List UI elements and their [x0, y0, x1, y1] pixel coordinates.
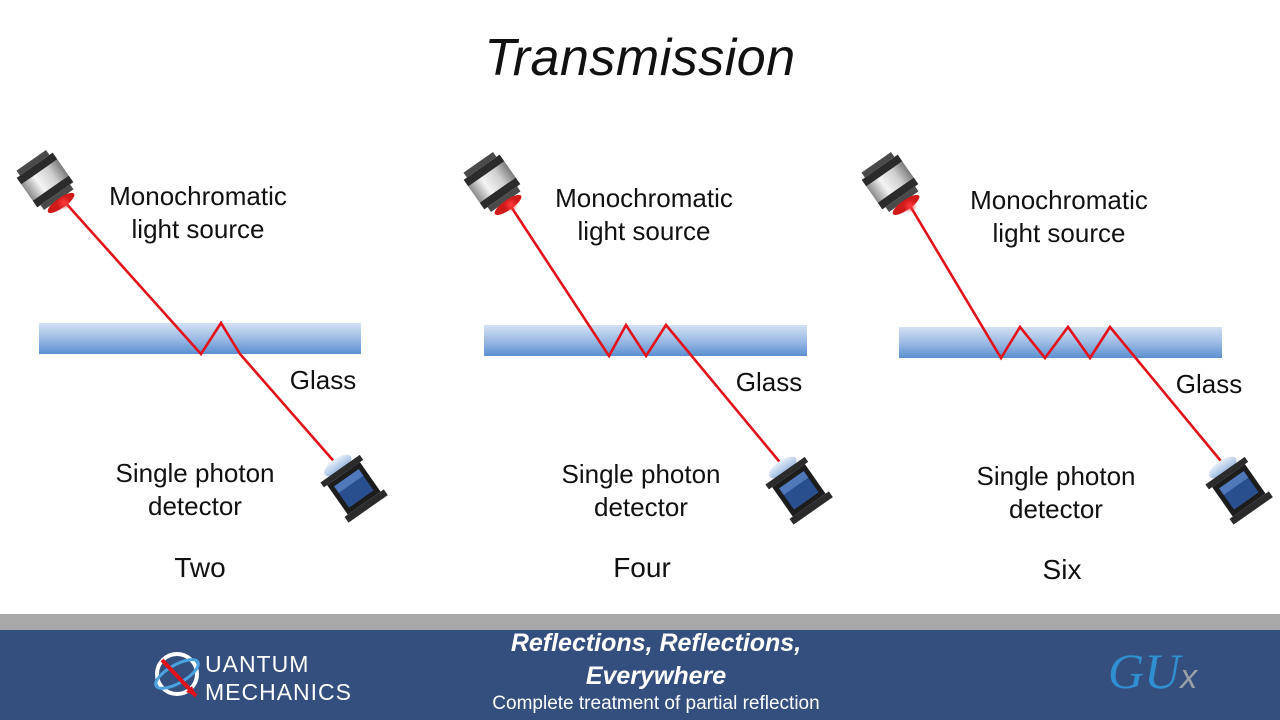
detector-icon — [759, 447, 833, 525]
source-label-line-2: light source — [992, 218, 1126, 248]
reflection-count: Two — [174, 552, 226, 583]
quantum-logo-icon — [154, 652, 200, 698]
lecture-title-line-2: Everywhere — [585, 662, 727, 690]
glass-label: Glass — [735, 367, 803, 397]
glass-slab — [484, 325, 807, 356]
logo-line-2: MECHANICS — [205, 679, 353, 705]
light-source-icon — [460, 149, 529, 222]
lecture-subtitle: Complete treatment of partial reflection — [492, 693, 820, 714]
detector-label-line-2: detector — [594, 492, 688, 522]
source-label-line-1: Monochromatic — [555, 183, 733, 213]
reflection-count: Six — [1042, 554, 1082, 585]
light-beam — [62, 199, 339, 467]
detector-label-line-2: detector — [1009, 494, 1103, 524]
detector-label-line-2: detector — [148, 491, 242, 521]
lecture-title-line-1: Reflections, Reflections, — [510, 629, 802, 657]
source-label-line-2: light source — [577, 216, 711, 246]
reflection-count: Four — [613, 552, 671, 583]
glass-label: Glass — [1175, 369, 1243, 399]
glass-slab — [39, 323, 361, 354]
detector-icon — [1199, 447, 1273, 525]
source-label: Monochromatic light source — [544, 182, 744, 248]
gux-logo: GUx — [1108, 642, 1197, 700]
detector-label-line-1: Single photon — [976, 461, 1136, 491]
panel-two — [13, 147, 388, 523]
panel-six — [858, 149, 1273, 525]
transmission-diagram — [13, 147, 1273, 525]
detector-icon — [314, 445, 388, 523]
source-label-line-2: light source — [131, 214, 265, 244]
source-label-line-1: Monochromatic — [109, 181, 287, 211]
source-label-line-1: Monochromatic — [970, 185, 1148, 215]
gux-logo-main: GU — [1108, 643, 1181, 699]
source-label: Monochromatic light source — [959, 184, 1159, 250]
light-beam — [506, 201, 785, 467]
slide-title: Transmission — [484, 29, 796, 87]
lecture-title: Reflections, Reflections, Everywhere — [440, 627, 872, 693]
light-source-icon — [858, 149, 927, 222]
panel-four — [460, 149, 833, 525]
detector-label-line-1: Single photon — [115, 458, 275, 488]
gux-logo-x: x — [1180, 658, 1198, 696]
light-beam — [907, 203, 1227, 467]
detector-label-line-1: Single photon — [561, 459, 721, 489]
glass-slab — [899, 327, 1222, 358]
footer-bar — [0, 630, 1280, 720]
logo-text: UANTUM MECHANICS — [205, 650, 352, 706]
source-label: Monochromatic light source — [98, 180, 298, 246]
detector-label: Single photon detector — [100, 457, 290, 523]
footer-divider — [0, 614, 1280, 630]
glass-label: Glass — [289, 365, 357, 395]
detector-label: Single photon detector — [546, 458, 736, 524]
detector-label: Single photon detector — [961, 460, 1151, 526]
logo-line-1: UANTUM — [205, 651, 310, 677]
